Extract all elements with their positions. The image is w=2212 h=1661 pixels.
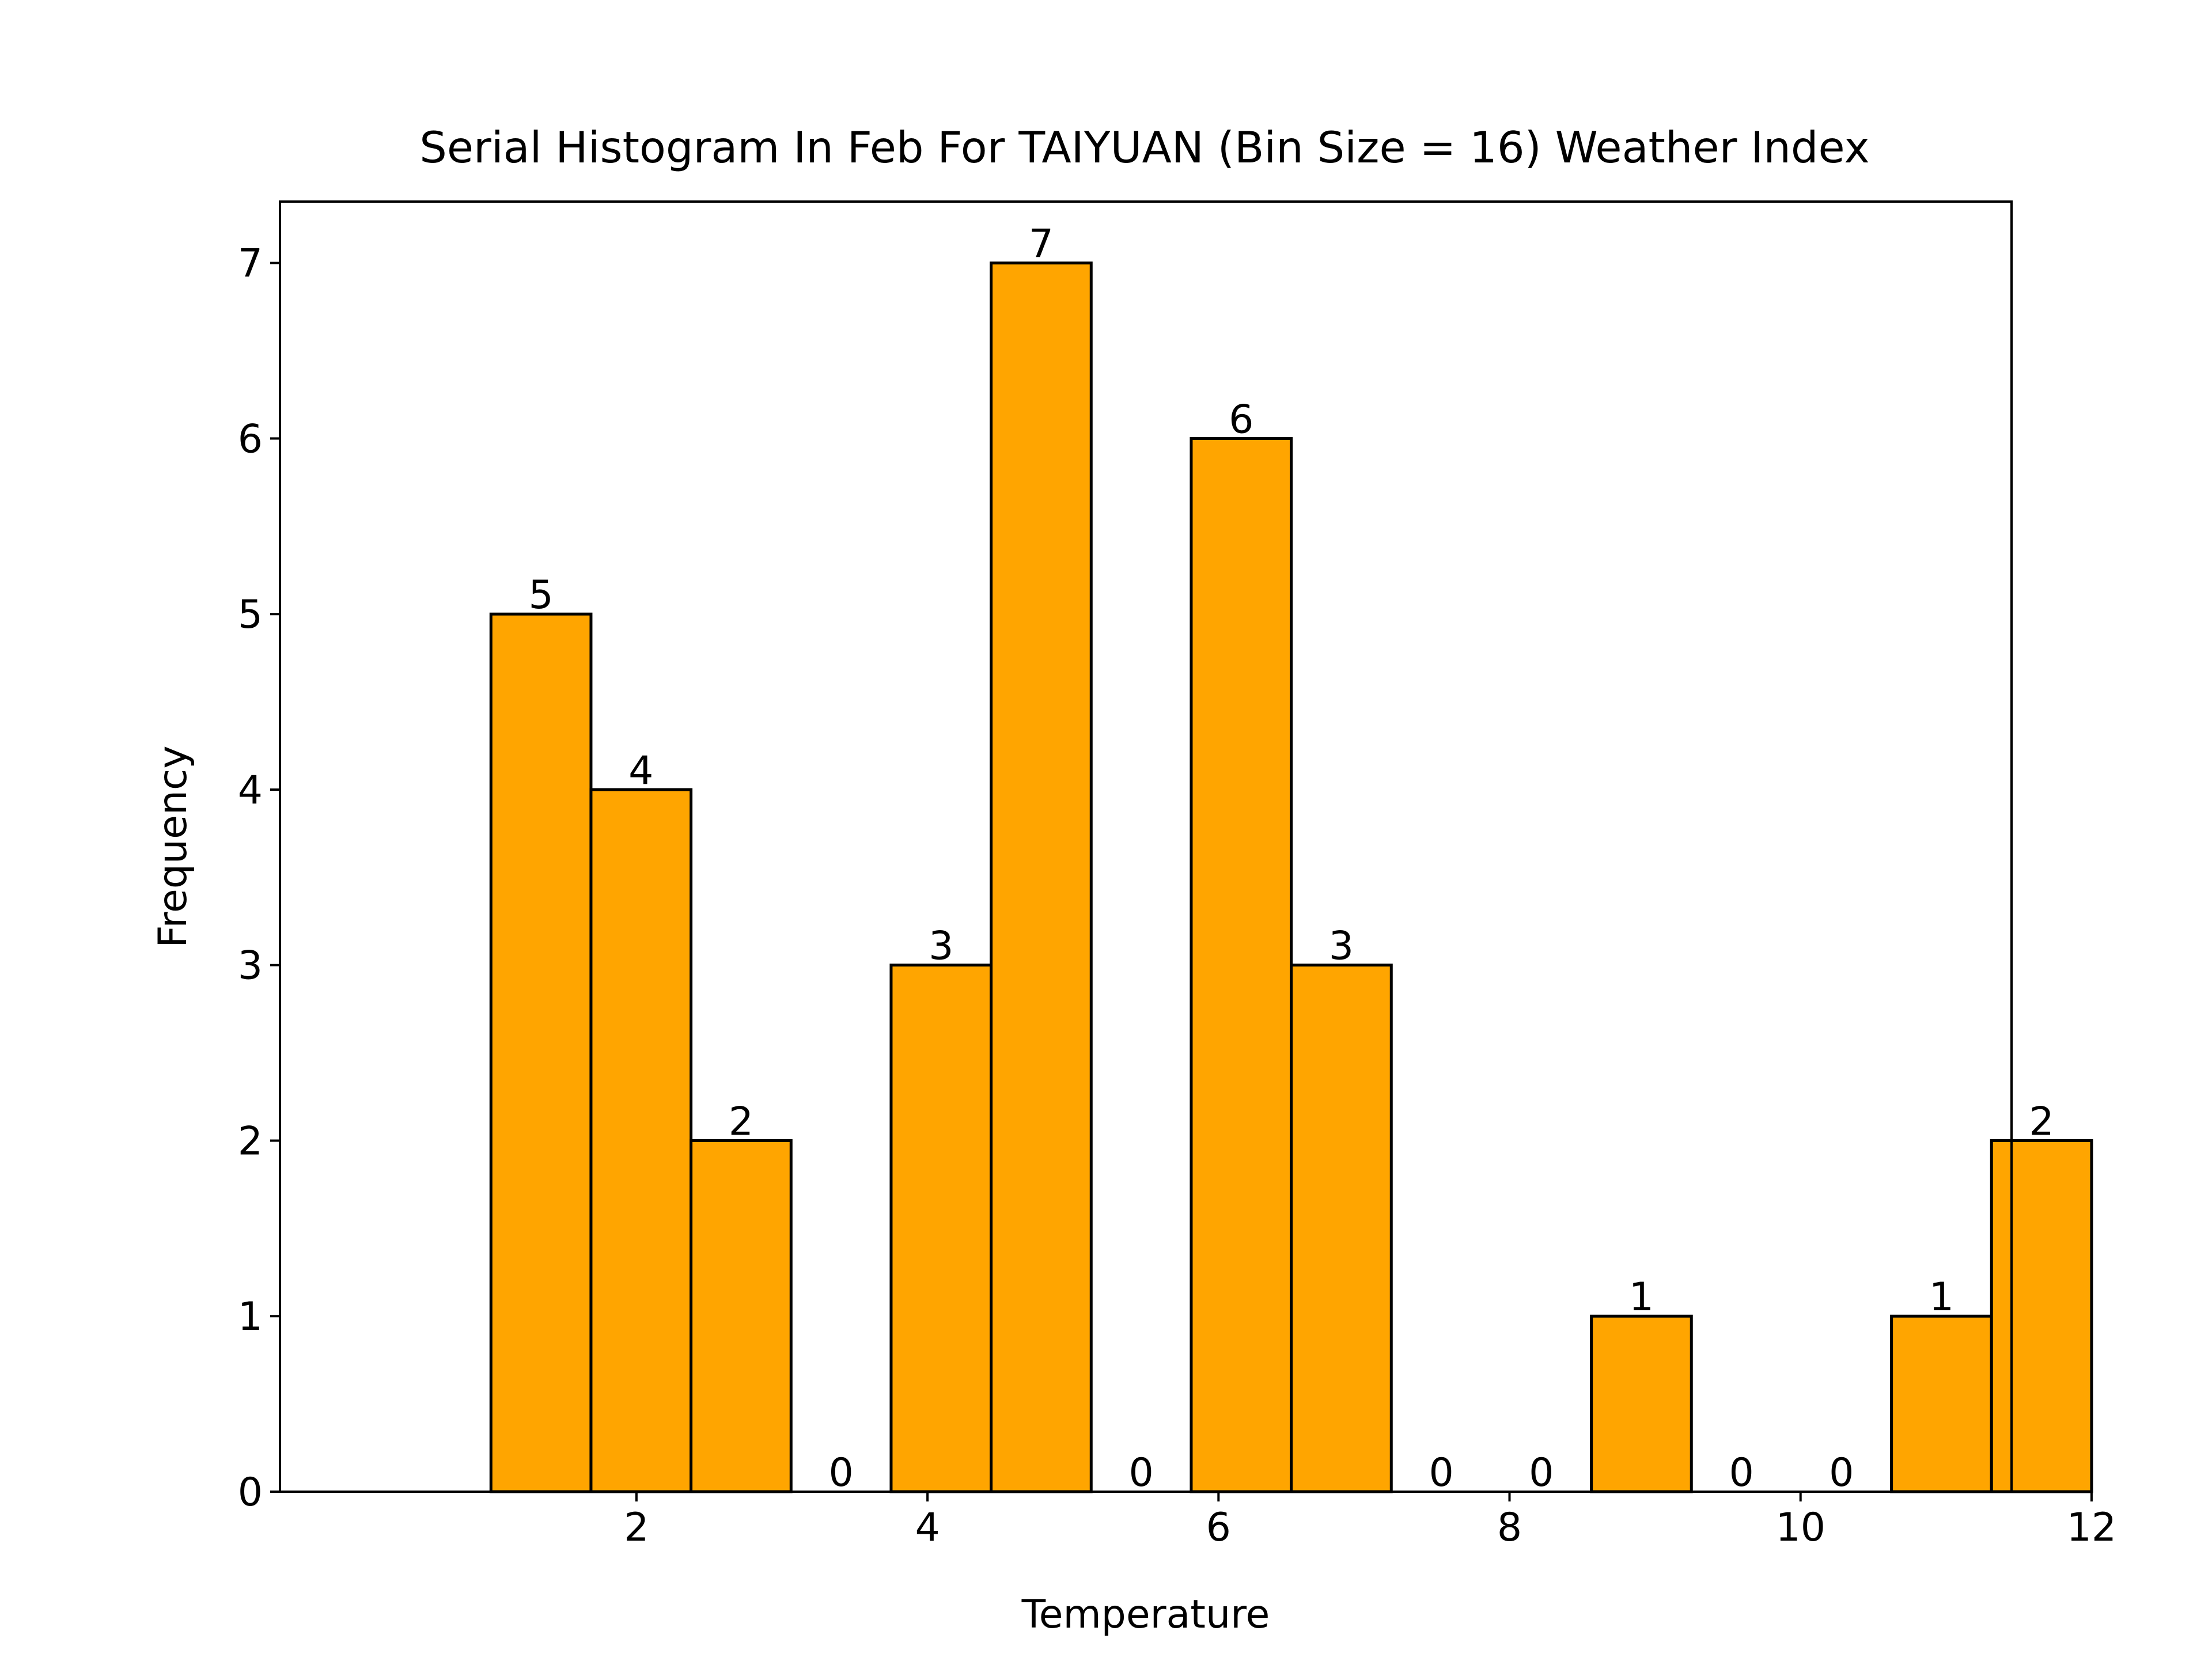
histogram-bar: [889, 964, 993, 1493]
histogram-bar: [1990, 1139, 2093, 1493]
y-tick-label: 1: [238, 1294, 263, 1340]
y-tick-label: 3: [238, 943, 263, 989]
bar-value-label: 2: [2029, 1099, 2054, 1144]
bar-value-label: 3: [1329, 924, 1354, 969]
chart-title: Serial Histogram In Feb For TAIYUAN (Bin…: [419, 122, 1870, 173]
x-tick-label: 8: [1497, 1505, 1522, 1550]
x-tick-label: 12: [2067, 1505, 2117, 1550]
histogram-bar: [990, 261, 1093, 1493]
bar-value-labels: 5 4 2 0 3 7 0 6 3 0 0 1 0 0 1 2: [528, 222, 2054, 1496]
y-tick-label: 5: [238, 592, 263, 638]
histogram-bar: [589, 788, 693, 1493]
bar-value-label: 0: [1829, 1450, 1854, 1496]
plot-frame: [279, 200, 2013, 1493]
bars-layer: [489, 261, 2093, 1493]
histogram-bar: [1290, 964, 1393, 1493]
bar-value-label: 4: [628, 748, 653, 794]
histogram-bar: [1890, 1314, 1993, 1493]
histogram-bar: [1190, 437, 1293, 1493]
bar-value-label: 1: [1629, 1275, 1654, 1320]
bar-value-label: 6: [1229, 397, 1253, 442]
bar-value-label: 7: [1029, 222, 1054, 267]
y-tick-label: 4: [238, 768, 263, 813]
x-axis: 2 4 6 8 10 12: [624, 1492, 2116, 1550]
x-tick-label: 4: [915, 1505, 940, 1550]
histogram-bar: [1590, 1314, 1693, 1493]
bar-value-label: 0: [1729, 1450, 1753, 1496]
bar-value-label: 0: [1429, 1450, 1453, 1496]
y-tick-label: 7: [238, 241, 263, 287]
histogram-bar: [690, 1139, 793, 1493]
x-axis-label: Temperature: [1021, 1592, 1270, 1637]
bar-value-label: 0: [828, 1450, 853, 1496]
y-tick-label: 6: [238, 416, 263, 462]
bar-value-label: 1: [1929, 1275, 1954, 1320]
bar-value-label: 0: [1128, 1450, 1153, 1496]
y-axis: 0 1 2 3 4 5 6 7: [238, 241, 280, 1515]
y-axis-label: Frequency: [150, 745, 196, 947]
bar-value-label: 3: [929, 924, 953, 969]
bar-value-label: 5: [528, 572, 553, 618]
x-tick-label: 10: [1775, 1505, 1825, 1550]
bar-value-label: 0: [1529, 1450, 1554, 1496]
y-tick-label: 2: [238, 1118, 263, 1164]
x-tick-label: 6: [1206, 1505, 1231, 1550]
bar-value-label: 2: [729, 1099, 753, 1144]
y-tick-label: 0: [238, 1470, 263, 1515]
x-tick-label: 2: [624, 1505, 649, 1550]
histogram-bar: [489, 612, 593, 1493]
